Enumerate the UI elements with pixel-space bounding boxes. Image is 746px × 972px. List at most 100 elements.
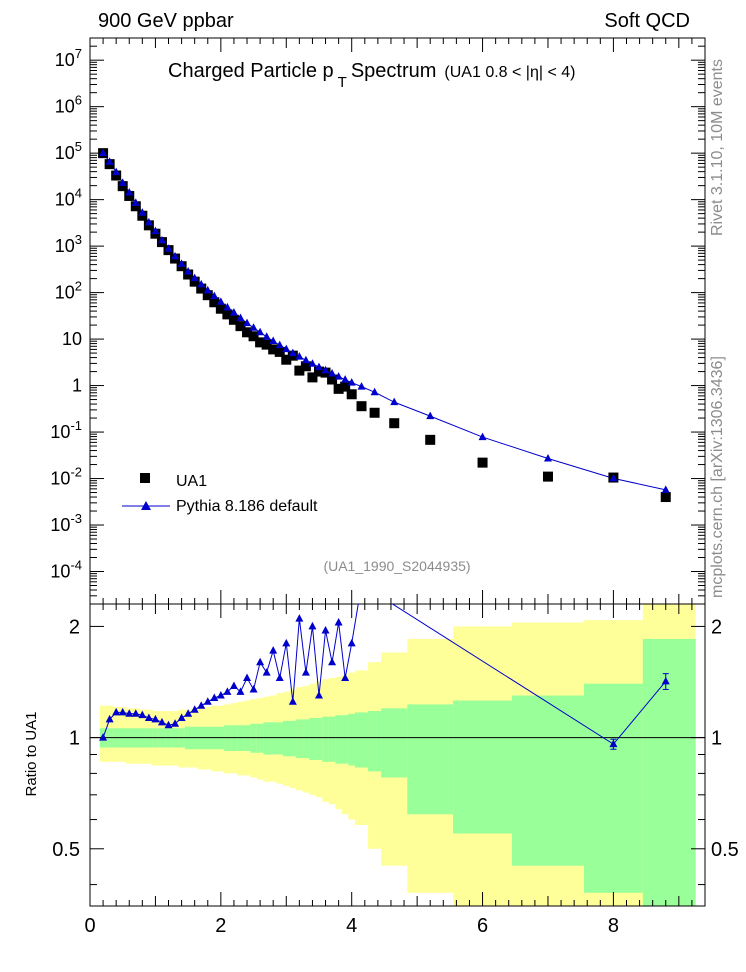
pythia-point <box>269 336 278 344</box>
ratio-point <box>243 673 252 682</box>
ratio-point <box>308 621 317 630</box>
main-ytick-label: 105 <box>55 139 82 163</box>
ratio-point <box>99 733 108 741</box>
header-right: Soft QCD <box>604 10 690 32</box>
ua1-point <box>660 492 671 503</box>
ratio-point <box>138 710 147 719</box>
ratio-point <box>216 691 225 699</box>
main-axes: 10-4 10-3 10-2 10-1 1 10 102 103 104 105 106 107 <box>50 37 706 605</box>
legend-marker-ua1 <box>140 473 150 483</box>
ratio-axes: 0.5 0.5 1 1 2 2 0 2 4 6 8 <box>52 603 739 937</box>
pythia-point <box>184 266 193 275</box>
xtick-label: 6 <box>477 915 488 937</box>
legend-label-ua1: UA1 <box>176 473 207 490</box>
main-ytick-label: 10 <box>62 329 82 349</box>
legend-marker-pythia <box>141 501 151 510</box>
pythia-point <box>256 327 265 336</box>
ratio-point <box>347 638 356 647</box>
ua1-point <box>369 407 380 418</box>
ratio-point <box>262 668 271 676</box>
ua1-point <box>356 401 367 412</box>
green-band-bin <box>315 717 323 760</box>
xtick-label: 8 <box>608 915 619 937</box>
pythia-point <box>144 217 153 226</box>
pythia-point <box>216 297 225 305</box>
pythia-point <box>131 198 140 206</box>
ua1-point <box>196 283 207 294</box>
green-band-bin <box>256 723 264 753</box>
green-band-bin <box>341 715 349 764</box>
ratio-point <box>144 713 153 721</box>
main-ytick-label: 103 <box>55 232 82 256</box>
green-band-bin <box>368 711 382 772</box>
ratio-point <box>118 707 127 716</box>
pythia-point <box>275 340 284 349</box>
pythia-point <box>157 235 166 244</box>
pythia-point <box>118 178 127 186</box>
ratio-ytick-label: 0.5 <box>52 839 80 861</box>
ratio-point <box>151 714 160 723</box>
pythia-point <box>210 291 219 300</box>
ratio-point <box>125 709 134 717</box>
pythia-point <box>308 359 317 367</box>
pythia-point <box>197 279 206 288</box>
legend: UA1 Pythia 8.186 default <box>122 473 318 515</box>
ratio-point <box>282 638 291 647</box>
green-band-bin <box>309 717 317 760</box>
ua1-point <box>228 314 239 325</box>
pythia-point <box>164 244 173 252</box>
pythia-point <box>661 485 670 493</box>
pythia-point <box>99 148 108 157</box>
ratio-point <box>288 697 297 705</box>
ua1-point <box>294 365 305 376</box>
ua1-point <box>235 321 246 332</box>
ua1-point <box>340 381 351 392</box>
pythia-point <box>282 344 291 353</box>
pythia-line <box>102 152 666 491</box>
ua1-point <box>130 201 141 212</box>
pythia-point <box>262 332 271 340</box>
main-ytick-label: 10-1 <box>50 418 82 442</box>
ua1-point <box>209 297 220 308</box>
ua1-point <box>281 354 292 365</box>
ratio-point <box>328 657 337 666</box>
main-frame <box>89 37 706 605</box>
ratio-point <box>164 720 173 729</box>
pythia-point <box>236 313 245 321</box>
green-band-bin <box>511 695 585 866</box>
ratio-point <box>197 701 206 709</box>
pythia-point <box>328 368 337 377</box>
ua1-point <box>215 303 226 314</box>
pythia-point <box>390 397 399 406</box>
pythia-point <box>243 318 252 327</box>
ua1-point <box>307 372 318 383</box>
ratio-point <box>321 625 330 634</box>
main-ytick-label: 10-3 <box>50 511 82 535</box>
pythia-point <box>249 323 258 331</box>
ratio-point <box>223 687 232 695</box>
ua1-point <box>268 344 279 355</box>
green-band-bin <box>283 720 291 757</box>
ua1-point <box>183 269 194 280</box>
main-ytick-label: 104 <box>55 186 82 210</box>
ua1-point <box>261 339 272 350</box>
ratio-ytick-label: 2 <box>69 616 80 638</box>
ratio-point <box>229 681 238 689</box>
pythia-point <box>203 285 212 294</box>
main-ytick-label: 106 <box>55 93 82 117</box>
ua1-point <box>300 361 311 372</box>
ratio-marks <box>99 604 670 750</box>
green-band-bin <box>276 722 284 755</box>
ratio-point <box>236 687 245 695</box>
pythia-point <box>171 251 180 260</box>
pythia-point <box>478 432 487 441</box>
ratio-bands <box>90 604 705 906</box>
chart-title-main: Charged Particle p <box>168 60 334 82</box>
green-band-bin <box>250 723 258 753</box>
pythia-point <box>229 308 238 316</box>
ratio-point <box>131 709 140 717</box>
ratio-ytick-label: 1 <box>69 728 80 750</box>
ua1-point <box>189 276 200 287</box>
pythia-point <box>357 382 366 390</box>
ratio-point <box>314 691 323 699</box>
